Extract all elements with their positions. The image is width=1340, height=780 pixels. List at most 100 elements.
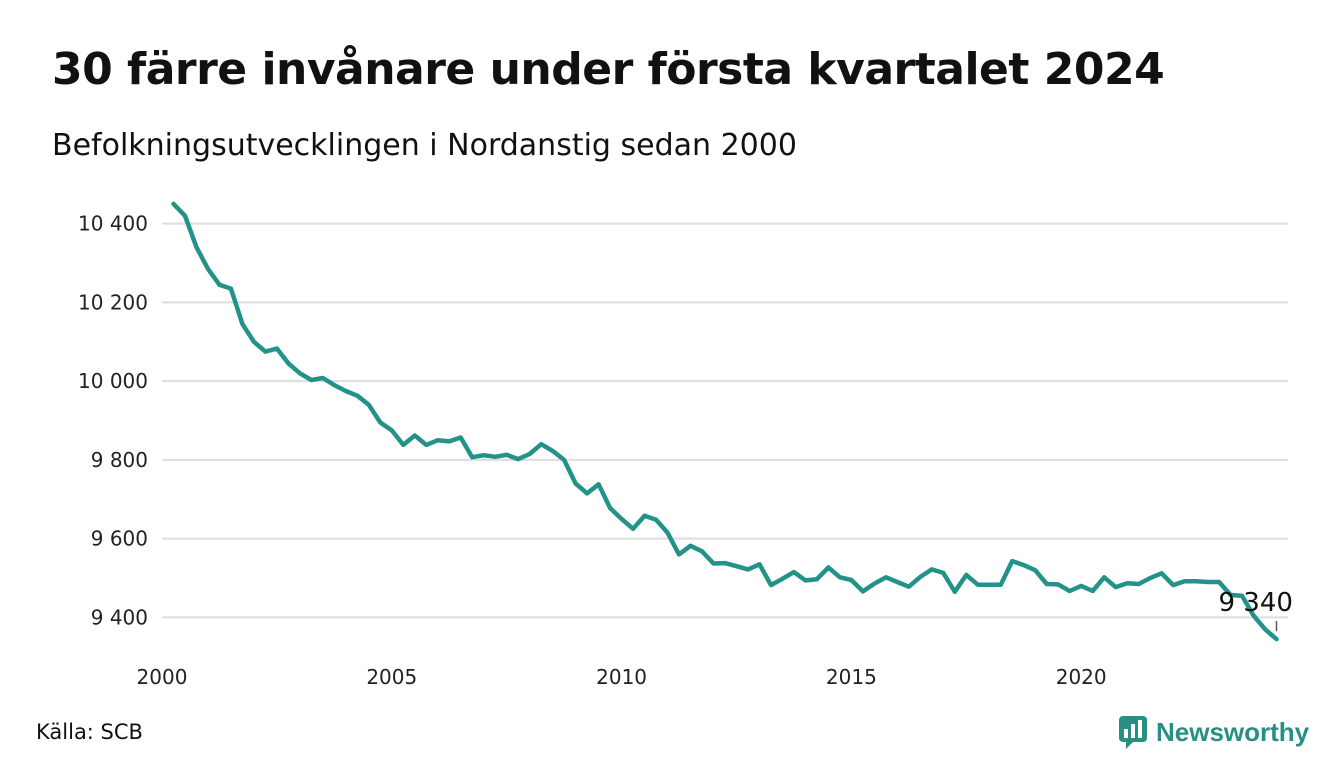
end-value-label: 9 340 (1219, 588, 1293, 618)
y-axis-tick-labels: 9 400 9 600 9 800 10 000 10 200 10 400 (78, 212, 148, 630)
data-point (746, 567, 750, 571)
data-point (838, 575, 842, 579)
y-tick-label: 9 400 (91, 605, 148, 629)
data-point (367, 403, 371, 407)
data-point (332, 383, 336, 387)
data-point (1194, 579, 1198, 583)
y-tick-label: 9 800 (91, 448, 148, 472)
data-point (298, 371, 302, 375)
data-point (849, 578, 853, 582)
data-point (907, 585, 911, 589)
data-point (700, 549, 704, 553)
data-point (516, 457, 520, 461)
data-point (631, 527, 635, 531)
data-point (194, 245, 198, 249)
data-point (183, 214, 187, 218)
y-tick-label: 10 400 (78, 212, 148, 236)
data-point (1183, 579, 1187, 583)
data-point (263, 350, 267, 354)
data-point (689, 544, 693, 548)
data-point (539, 442, 543, 446)
data-point (286, 361, 290, 365)
data-point (930, 567, 934, 571)
data-point (792, 570, 796, 574)
data-point (470, 455, 474, 459)
x-tick-label: 2000 (137, 665, 188, 689)
data-point (654, 518, 658, 522)
data-point (620, 517, 624, 521)
data-point (1056, 582, 1060, 586)
data-point (826, 565, 830, 569)
data-point (252, 340, 256, 344)
data-point (1148, 576, 1152, 580)
data-point (1160, 571, 1164, 575)
x-tick-label: 2010 (596, 665, 647, 689)
data-point (597, 482, 601, 486)
data-point (769, 583, 773, 587)
data-point (941, 571, 945, 575)
data-point (401, 443, 405, 447)
data-point (815, 577, 819, 581)
data-point (482, 453, 486, 457)
data-point (171, 202, 175, 206)
data-point (999, 583, 1003, 587)
data-point (1010, 559, 1014, 563)
data-point (447, 439, 451, 443)
data-point (953, 590, 957, 594)
data-point (390, 428, 394, 432)
data-point (1068, 589, 1072, 593)
series-line (171, 201, 1279, 642)
gridlines (162, 222, 1288, 619)
data-point (666, 531, 670, 535)
line-chart: 9 400 9 600 9 800 10 000 10 200 10 400 2000 20… (78, 201, 1293, 689)
data-point (574, 482, 578, 486)
data-point (861, 589, 865, 593)
data-point (987, 583, 991, 587)
data-point (378, 421, 382, 425)
data-point (895, 580, 899, 584)
brand-logo[interactable]: Newsworthy (1118, 712, 1309, 752)
data-point (872, 582, 876, 586)
data-point (964, 573, 968, 577)
y-tick-label: 9 600 (91, 527, 148, 551)
data-point (493, 455, 497, 459)
data-point (1137, 582, 1141, 586)
data-point (413, 433, 417, 437)
y-tick-label: 10 200 (78, 290, 148, 314)
data-point (436, 438, 440, 442)
x-axis-tick-labels: 2000 2005 2010 2015 2020 (137, 665, 1107, 689)
data-point (355, 394, 359, 398)
data-point (275, 346, 279, 350)
data-point (1033, 568, 1037, 572)
data-point (1125, 581, 1129, 585)
data-point (712, 561, 716, 565)
data-point (1079, 584, 1083, 588)
data-point (585, 491, 589, 495)
data-point (976, 583, 980, 587)
data-point (734, 564, 738, 568)
annotation-layer: 9 340 (1219, 588, 1293, 632)
data-point (344, 389, 348, 393)
data-point (1217, 580, 1221, 584)
brand-name: Newsworthy (1156, 716, 1310, 747)
y-tick-label: 10 000 (78, 369, 148, 393)
data-point (321, 376, 325, 380)
data-point (505, 453, 509, 457)
data-point (1171, 583, 1175, 587)
data-point (459, 435, 463, 439)
data-point (608, 506, 612, 510)
source-note: Källa: SCB (36, 720, 143, 744)
data-point (229, 287, 233, 291)
data-point (528, 452, 532, 456)
x-tick-label: 2020 (1056, 665, 1107, 689)
data-point (562, 458, 566, 462)
data-point (1114, 585, 1118, 589)
data-point (803, 578, 807, 582)
data-point (1275, 637, 1279, 641)
data-point (206, 267, 210, 271)
x-tick-label: 2005 (366, 665, 417, 689)
data-point (1022, 563, 1026, 567)
data-point (1102, 575, 1106, 579)
series-layer (171, 201, 1279, 642)
data-point (643, 514, 647, 518)
